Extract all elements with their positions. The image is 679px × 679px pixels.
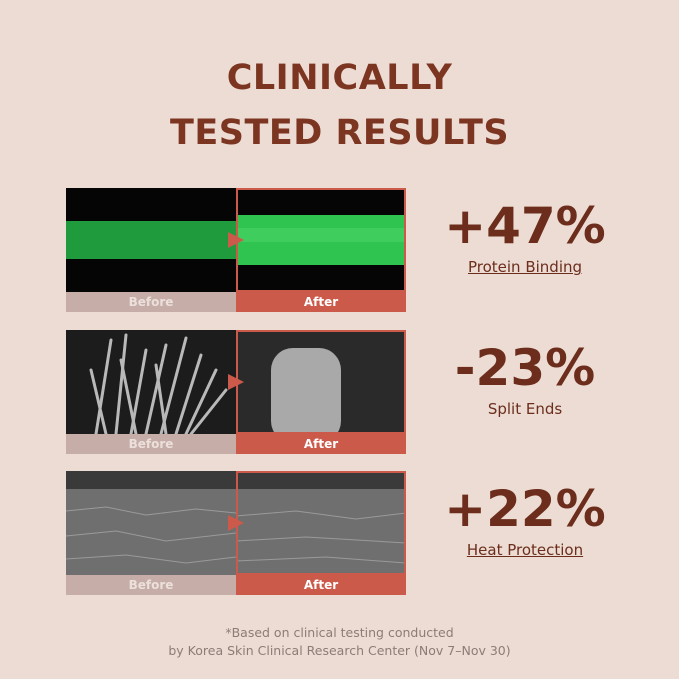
stat-label: Heat Protection xyxy=(466,541,584,559)
title: CLINICALLY xyxy=(226,58,453,98)
stat-label: Protein Binding xyxy=(467,258,583,276)
stat: +47% Protein Binding xyxy=(420,198,630,276)
micrograph xyxy=(66,330,406,434)
stat: -23% Split Ends xyxy=(420,340,630,418)
title: TESTED RESULTS xyxy=(169,113,510,153)
micrograph xyxy=(66,471,406,575)
after-label: After xyxy=(236,434,406,454)
footnote-line: by Korea Skin Clinical Research Center (… xyxy=(168,643,511,658)
stat-value: +22% xyxy=(444,480,606,538)
footnote-line: *Based on clinical testing conducted xyxy=(225,625,454,640)
stat-value: +47% xyxy=(444,197,606,255)
stat: +22% Heat Protection xyxy=(420,481,630,559)
micrograph xyxy=(66,188,406,292)
stat-value: -23% xyxy=(454,339,596,397)
stat-label: Split Ends xyxy=(487,400,563,418)
before-label: Before xyxy=(66,575,236,595)
before-label: Before xyxy=(66,292,236,312)
after-label: After xyxy=(236,575,406,595)
after-label: After xyxy=(236,292,406,312)
comparison-row: Before After xyxy=(66,330,406,454)
comparison-row: Before After xyxy=(66,188,406,312)
footnote: *Based on clinical testing conducted by … xyxy=(0,624,679,660)
comparison-row: Before After xyxy=(66,471,406,595)
before-label: Before xyxy=(66,434,236,454)
